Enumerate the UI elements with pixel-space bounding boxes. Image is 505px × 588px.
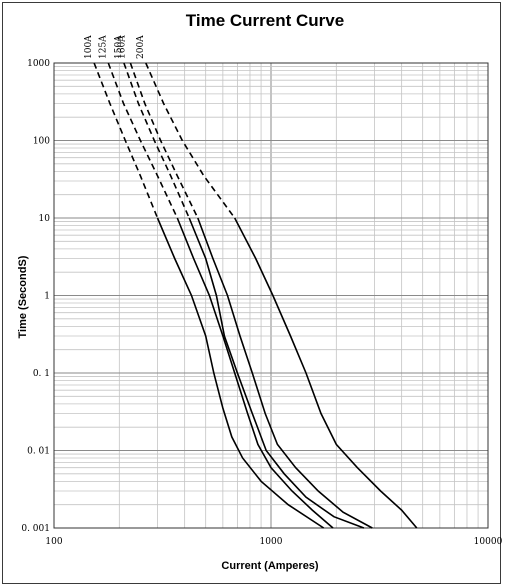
series-label-200A: 200A <box>136 35 146 59</box>
curve-solid-100A <box>156 217 325 529</box>
curve-solid-125A <box>176 217 334 529</box>
x-axis-label: Current (Amperes) <box>221 560 319 572</box>
y-tick-label: 0. 001 <box>21 524 50 534</box>
series-200A <box>145 62 418 529</box>
curve-dashed-160A <box>129 62 199 219</box>
y-tick-label: 0. 01 <box>27 447 50 457</box>
plot-area-border <box>53 62 489 529</box>
y-tick-label: 1 <box>44 292 50 302</box>
series-label-160A: 160A <box>117 35 127 59</box>
series-150A <box>123 62 365 529</box>
curve-solid-200A <box>233 217 418 529</box>
series-label-125A: 125A <box>98 35 108 59</box>
y-tick-label: 10 <box>39 214 51 224</box>
curve-dashed-100A <box>93 62 159 219</box>
series-100A <box>93 62 325 529</box>
grid <box>53 62 489 529</box>
chart-title: Time Current Curve <box>186 11 344 30</box>
chart-frame <box>2 2 501 584</box>
y-axis-label: Time (SecondS) <box>17 255 29 338</box>
series-label-150A: 150A <box>114 35 124 59</box>
series-label-100A: 100A <box>84 35 94 59</box>
y-tick-label: 1000 <box>27 59 50 69</box>
curve-solid-160A <box>197 217 373 529</box>
tick-labels: 100 1000 10000 1000 100 10 1 0. 1 0. 01 0. 001 <box>21 59 502 547</box>
curve-dashed-150A <box>123 62 190 219</box>
series-125A <box>107 62 334 529</box>
x-tick-label: 10000 <box>474 537 503 547</box>
y-tick-label: 100 <box>33 137 50 147</box>
curves <box>93 62 418 529</box>
x-tick-label: 1000 <box>260 537 283 547</box>
curve-dashed-200A <box>145 62 236 219</box>
curve-dashed-125A <box>107 62 179 219</box>
series-160A <box>129 62 373 529</box>
y-tick-label: 0. 1 <box>33 369 50 379</box>
x-tick-label: 100 <box>45 537 62 547</box>
curve-solid-150A <box>188 217 365 529</box>
